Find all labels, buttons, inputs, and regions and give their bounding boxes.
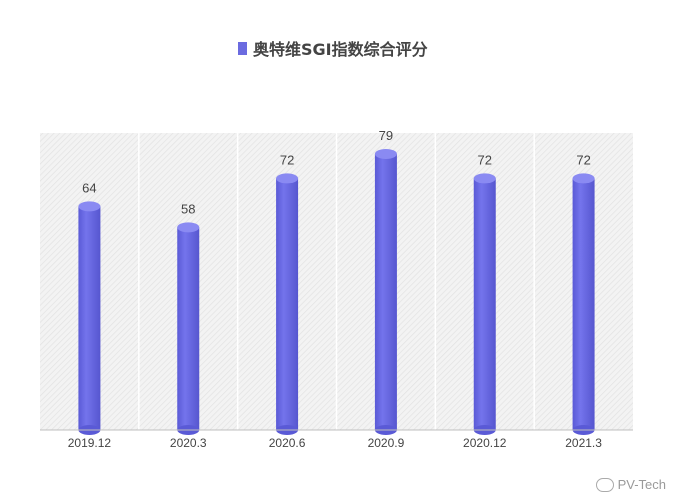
bar	[374, 148, 397, 435]
bars	[78, 148, 595, 435]
bar-body	[374, 153, 397, 430]
bar-top	[572, 173, 595, 184]
bar-top	[177, 222, 200, 233]
data-label: 79	[379, 128, 393, 143]
x-tick-label: 2020.9	[368, 436, 405, 450]
bar-body	[78, 206, 101, 430]
bar	[473, 173, 496, 435]
watermark: PV-Tech	[595, 477, 666, 492]
x-axis: 2019.12 2020.3 2020.6 2020.9 2020.12 2021.3	[40, 429, 633, 450]
x-tick-label: 2020.3	[170, 436, 207, 450]
bar-top	[473, 173, 496, 184]
data-label: 58	[181, 201, 195, 216]
x-tick-label: 2021.3	[565, 436, 602, 450]
bar-body	[276, 178, 299, 430]
legend: 奥特维SGI指数综合评分	[238, 40, 428, 59]
x-tick-label: 2020.6	[269, 436, 306, 450]
bar-top	[374, 148, 397, 159]
bar-body	[473, 178, 496, 430]
legend-swatch	[238, 42, 247, 55]
data-label: 72	[576, 152, 590, 167]
data-label: 72	[478, 152, 492, 167]
bar-top	[78, 201, 101, 212]
bar	[78, 201, 101, 435]
bar-body	[572, 178, 595, 430]
bar-top	[276, 173, 299, 184]
wechat-icon	[595, 477, 614, 492]
legend-label: 奥特维SGI指数综合评分	[253, 40, 428, 59]
bar	[177, 222, 200, 435]
x-tick-label: 2020.12	[463, 436, 507, 450]
value-labels: 64 58 72 79 72 72	[82, 128, 591, 216]
data-label: 64	[82, 180, 96, 195]
bar	[572, 173, 595, 435]
plot-background	[40, 133, 633, 430]
watermark-text: PV-Tech	[617, 477, 666, 492]
x-tick-label: 2019.12	[68, 436, 112, 450]
bar-body	[177, 227, 200, 430]
data-label: 72	[280, 152, 294, 167]
bar	[276, 173, 299, 435]
